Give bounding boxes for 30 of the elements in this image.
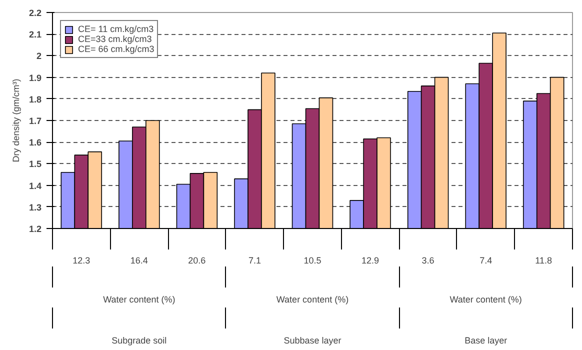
y-tick-label: 1.9 [28,72,42,83]
legend-label: CE=33 cm.kg/cm3 [78,34,152,44]
x-tick-label: 12.3 [72,256,90,266]
x-tick-label: 16.4 [130,256,148,266]
y-tick-label: 1.8 [28,94,42,104]
x-tick-label: 7.1 [248,256,261,266]
text: Water content (%) [450,294,522,304]
text: Water content (%) [103,294,176,304]
text: Subgrade soil [112,336,167,346]
text: Water content (%) [276,294,349,304]
legend-label: CE= 66 cm.kg/cm3 [78,44,154,54]
y-tick-label: 2 [36,51,42,62]
text: Subbase layer [284,336,342,346]
y-tick-label: 1.6 [28,138,42,148]
text: Base layer [464,336,508,346]
y-tick-label: 1.2 [28,224,42,234]
y-tick-label: 2.1 [28,30,42,40]
legend-label: CE= 11 cm.kg/cm3 [78,24,154,34]
y-tick-label: 2.2 [28,8,42,18]
y-axis-title: Dry density (gm/cm³) [10,78,21,162]
x-tick-label: 3.6 [422,256,434,266]
x-tick-label: 7.4 [480,256,492,266]
y-tick-label: 1.5 [28,159,42,170]
y-tick-label: 1.4 [28,180,42,191]
x-tick-label: 20.6 [188,256,206,266]
x-tick-label: 10.5 [304,256,322,266]
y-tick-label: 1.7 [28,116,42,126]
x-tick-label: 12.9 [362,256,380,266]
x-tick-label: 11.8 [535,256,552,266]
y-tick-label: 1.3 [28,202,42,212]
